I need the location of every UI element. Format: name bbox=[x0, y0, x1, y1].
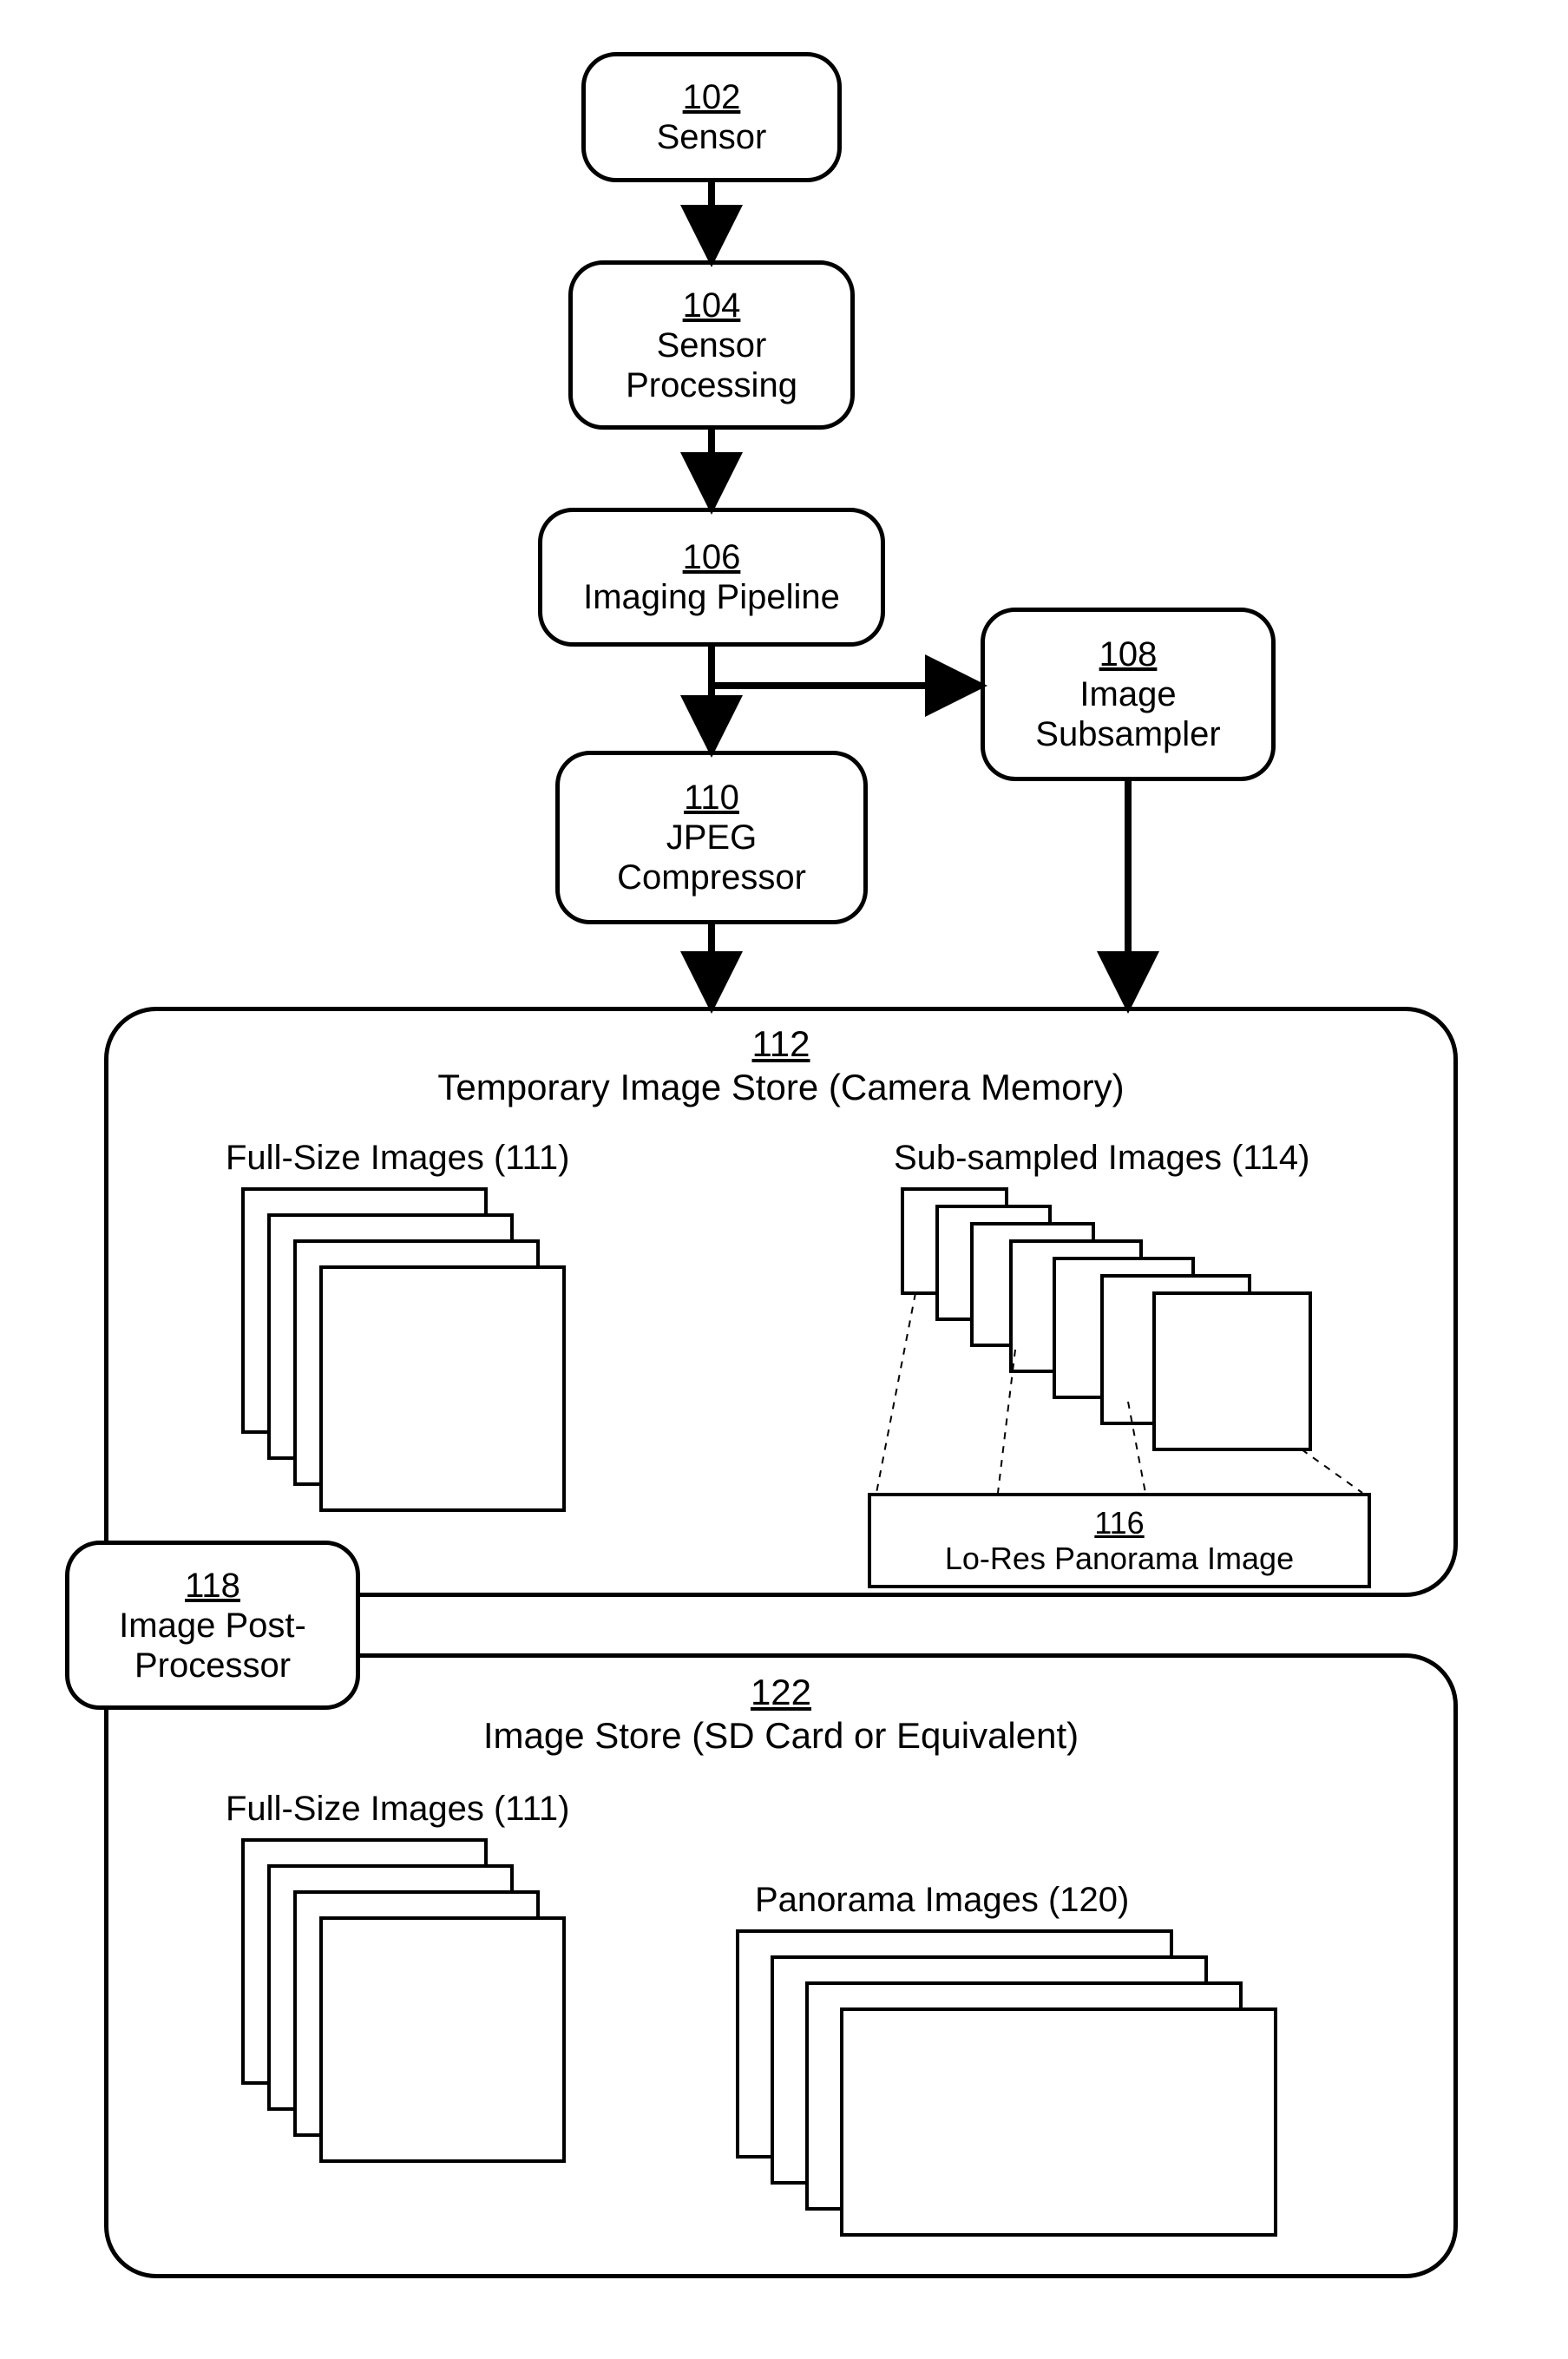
ref-temp: 112 bbox=[752, 1023, 810, 1064]
label-pipeline: Imaging Pipeline bbox=[583, 577, 840, 617]
label-subsampler-1: Image bbox=[1079, 674, 1176, 714]
ref-pipeline: 106 bbox=[683, 537, 741, 577]
node-imaging-pipeline: 106 Imaging Pipeline bbox=[538, 508, 885, 647]
ref-postproc: 118 bbox=[185, 1566, 240, 1606]
title-temp-store: 112 Temporary Image Store (Camera Memory… bbox=[104, 1022, 1458, 1110]
ref-subsampler: 108 bbox=[1099, 634, 1158, 674]
label-jpeg-2: Compressor bbox=[617, 858, 806, 897]
label-temp: Temporary Image Store (Camera Memory) bbox=[437, 1067, 1124, 1107]
label-panorama-images: Panorama Images (120) bbox=[755, 1879, 1129, 1921]
label-sensor: Sensor bbox=[657, 117, 767, 157]
label-postproc-2: Processor bbox=[134, 1646, 291, 1685]
node-image-subsampler: 108 Image Subsampler bbox=[981, 608, 1276, 781]
label-full-size-2: Full-Size Images (111) bbox=[226, 1788, 569, 1830]
label-sub-sampled: Sub-sampled Images (114) bbox=[894, 1137, 1310, 1179]
label-sensorproc-2: Processing bbox=[626, 365, 797, 405]
node-sensor-processing: 104 Sensor Processing bbox=[568, 260, 855, 430]
label-full-size-1: Full-Size Images (111) bbox=[226, 1137, 569, 1179]
node-jpeg-compressor: 110 JPEG Compressor bbox=[555, 751, 868, 924]
ref-lores: 116 bbox=[871, 1505, 1368, 1541]
label-postproc-1: Image Post- bbox=[119, 1606, 306, 1646]
label-sd: Image Store (SD Card or Equivalent) bbox=[483, 1715, 1079, 1756]
box-lores-panorama: 116 Lo-Res Panorama Image bbox=[868, 1493, 1371, 1588]
label-lores: Lo-Res Panorama Image bbox=[871, 1541, 1368, 1576]
node-sensor: 102 Sensor bbox=[581, 52, 842, 182]
ref-sensorproc: 104 bbox=[683, 286, 741, 325]
ref-jpeg: 110 bbox=[684, 778, 739, 818]
label-jpeg-1: JPEG bbox=[666, 818, 757, 858]
ref-sd: 122 bbox=[751, 1672, 811, 1712]
label-subsampler-2: Subsampler bbox=[1035, 714, 1220, 754]
label-sensorproc-1: Sensor bbox=[657, 325, 767, 365]
ref-sensor: 102 bbox=[683, 77, 741, 117]
node-post-processor: 118 Image Post- Processor bbox=[65, 1541, 360, 1710]
